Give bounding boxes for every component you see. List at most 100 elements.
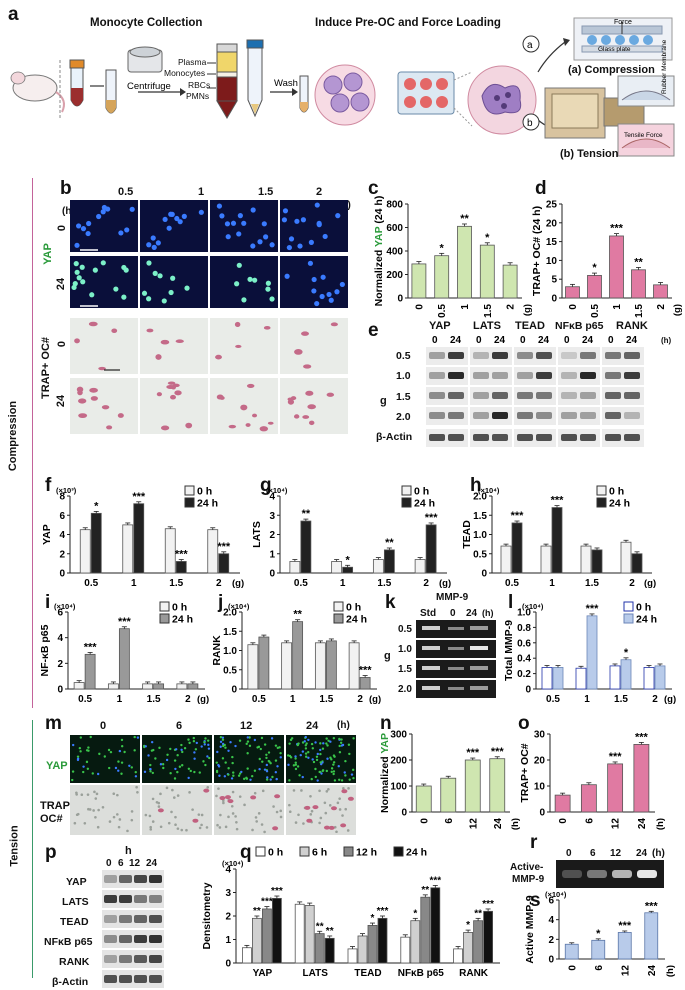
r-label-1: Active- xyxy=(510,862,544,873)
cell-dot xyxy=(297,813,300,817)
cell-dot xyxy=(338,808,342,811)
cell-nucleus xyxy=(118,230,124,236)
cell-dot xyxy=(217,763,220,767)
cell-dot xyxy=(144,813,148,817)
cell-nucleus xyxy=(225,234,231,240)
cell-dot xyxy=(217,787,220,790)
blot-lane-bg xyxy=(470,347,512,365)
cell-dot xyxy=(332,736,336,740)
bar-2 xyxy=(653,284,668,299)
blot-lane-bg xyxy=(558,407,600,425)
x-tick-label: 1.5 xyxy=(483,304,494,318)
cell-nucleus xyxy=(224,221,231,227)
trap-cell xyxy=(175,339,184,343)
cell-dot xyxy=(347,743,351,746)
significance-mark: *** xyxy=(377,906,389,917)
cell-dot xyxy=(318,821,321,825)
e-header-nfkb: NFκB p65 xyxy=(555,320,604,332)
bar-1.5-24 h xyxy=(591,549,603,574)
cell-dot xyxy=(276,765,279,768)
cell-dot xyxy=(325,769,329,773)
cell-dot xyxy=(332,770,336,773)
cell-dot xyxy=(288,810,292,814)
b-col-2: 1.5 xyxy=(258,186,274,198)
bar-24 xyxy=(489,758,506,813)
cell-dot xyxy=(128,764,131,767)
cell-dot xyxy=(169,747,172,751)
trap-cell xyxy=(185,422,193,429)
cell-dot xyxy=(165,786,169,790)
legend-label: 24 h xyxy=(414,498,435,510)
cell-dot xyxy=(330,770,333,774)
panel-label-r: r xyxy=(530,832,538,853)
cell-dot xyxy=(117,769,120,772)
cell-dot xyxy=(238,739,242,742)
y-tick-label: 10 xyxy=(546,256,558,267)
x-tick-label: 12 xyxy=(620,965,631,977)
e-header-lats: LATS xyxy=(473,320,501,332)
cell-nucleus xyxy=(261,221,267,227)
blot-band xyxy=(104,975,117,983)
tension-divider xyxy=(32,720,33,978)
trap-cell xyxy=(305,390,314,396)
cell-nucleus xyxy=(113,286,119,292)
cell-dot xyxy=(166,753,169,756)
trap-stain-image xyxy=(70,785,140,835)
p-row-1: LATS xyxy=(62,896,89,908)
cell-nucleus xyxy=(297,243,303,249)
bar-RANK-24 h xyxy=(483,910,494,964)
cell-dot xyxy=(204,763,207,767)
plasma-label: Plasma xyxy=(178,57,207,67)
bar-1.5-24 h xyxy=(153,683,165,690)
cell-nucleus xyxy=(169,211,175,217)
legend-label: 0 h xyxy=(609,486,624,498)
circle-a-marker xyxy=(522,35,540,53)
cell-dot xyxy=(312,760,316,764)
cell-dot xyxy=(227,767,230,770)
x-tick-label: 2 xyxy=(656,304,667,310)
zymogram-band xyxy=(422,646,440,650)
cell-dot xyxy=(162,766,165,770)
blot-band xyxy=(104,935,117,943)
r-label-2: MMP-9 xyxy=(512,874,545,885)
cell-nucleus xyxy=(300,217,307,223)
cell-dot xyxy=(231,790,235,794)
trap-cell xyxy=(155,354,162,360)
cell-dot xyxy=(319,761,322,764)
significance-mark: *** xyxy=(511,510,525,522)
cell-dot xyxy=(309,794,312,798)
trap-cell xyxy=(307,404,316,410)
cell-dot xyxy=(344,807,348,811)
e-row-0: 0.5 xyxy=(396,350,411,362)
bar-0.5-24 h xyxy=(258,636,270,690)
trap-cell xyxy=(326,392,335,397)
cell-dot xyxy=(288,803,291,807)
mouse-icon xyxy=(10,60,65,118)
blot-lane-bg xyxy=(426,429,468,447)
blot-lane-bg xyxy=(602,429,644,447)
trap-cell xyxy=(259,426,269,432)
fluorescence-image xyxy=(214,735,284,783)
blot-band xyxy=(605,372,621,379)
monocytes-label: Monocytes xyxy=(164,68,206,78)
significance-mark: * xyxy=(485,232,490,244)
y-tick-label: 20 xyxy=(546,218,558,229)
trap-cell xyxy=(328,825,335,830)
x-unit-label: (g) xyxy=(369,694,381,705)
cell-nucleus xyxy=(263,234,269,240)
y-tick-label: 0 xyxy=(57,685,63,696)
legend-swatch xyxy=(255,846,266,857)
legend-label: 0 h xyxy=(197,486,212,498)
cell-nucleus xyxy=(236,262,242,268)
trap-cell xyxy=(156,392,162,397)
osteoclast-cells-icon xyxy=(467,65,537,135)
significance-mark: *** xyxy=(635,731,649,743)
y-tick-label: 0.8 xyxy=(517,623,531,634)
tension-caption: (b) Tension xyxy=(560,148,619,160)
cell-dot xyxy=(183,746,187,750)
cell-nucleus xyxy=(76,275,82,281)
x-tick-label: 1 xyxy=(290,694,296,705)
cell-dot xyxy=(265,770,269,773)
cell-dot xyxy=(71,770,75,773)
